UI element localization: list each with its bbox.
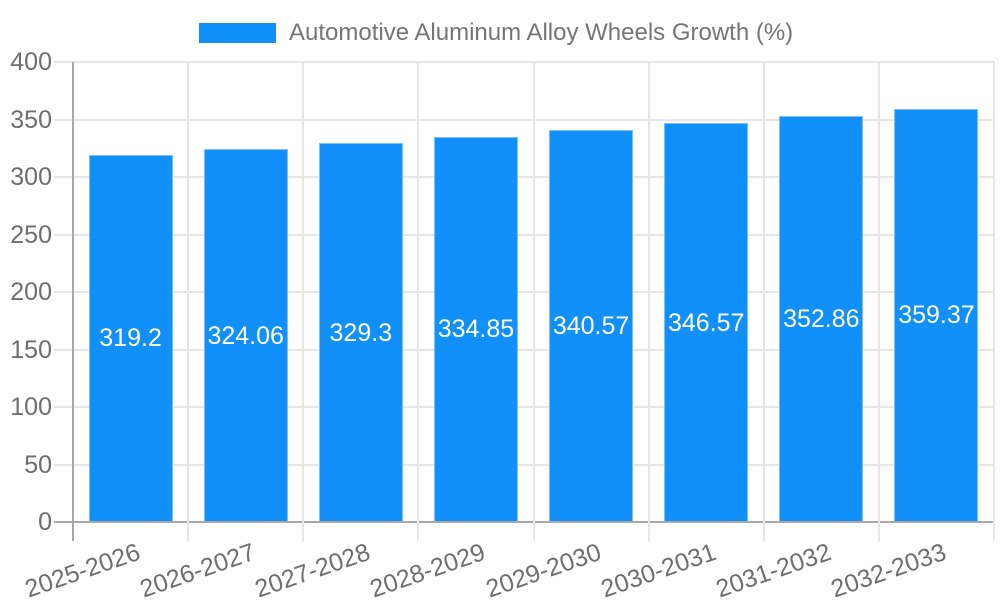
- x-tick-label: 2026-2027: [136, 538, 259, 600]
- bar[interactable]: 346.57: [664, 123, 749, 521]
- bar[interactable]: 334.85: [433, 136, 518, 521]
- y-tick-label: 50: [24, 450, 52, 479]
- x-gridline: [993, 62, 995, 541]
- x-tick-label: 2028-2029: [366, 538, 490, 600]
- y-axis-line: [72, 62, 74, 541]
- x-gridline: [187, 62, 190, 541]
- y-tick-label: 150: [10, 335, 52, 364]
- bar-value-label: 359.37: [898, 301, 975, 330]
- y-gridline: [54, 118, 994, 121]
- x-tick-label: 2025-2026: [21, 538, 144, 600]
- bar[interactable]: 352.86: [779, 116, 864, 521]
- x-gridline: [762, 62, 765, 541]
- x-axis-line: [54, 521, 994, 523]
- x-tick-label: 2031-2032: [712, 538, 835, 600]
- bar-value-label: 346.57: [667, 308, 745, 337]
- x-tick-label: 2032-2033: [827, 538, 950, 600]
- y-tick-label: 200: [10, 278, 52, 306]
- y-gridline: [54, 348, 994, 351]
- bar-value-label: 319.2: [99, 324, 162, 353]
- x-gridline: [647, 62, 650, 541]
- x-gridline: [877, 62, 880, 541]
- legend-label: Automotive Aluminum Alloy Wheels Growth …: [289, 19, 794, 46]
- legend-item[interactable]: Automotive Aluminum Alloy Wheels Growth …: [199, 17, 793, 49]
- bar[interactable]: 319.2: [88, 154, 173, 521]
- y-tick-label: 250: [10, 220, 52, 249]
- y-gridline: [54, 176, 994, 178]
- bar[interactable]: 359.37: [894, 108, 979, 521]
- y-tick-label: 0: [38, 508, 52, 536]
- legend-swatch: [199, 23, 276, 43]
- x-gridline: [302, 62, 305, 541]
- bar-value-label: 324.06: [207, 321, 284, 350]
- y-tick-label: 100: [10, 393, 52, 421]
- y-gridline: [54, 406, 994, 408]
- y-gridline: [54, 291, 994, 293]
- y-tick-label: 350: [10, 105, 52, 134]
- y-tick-label: 300: [10, 163, 52, 191]
- bar[interactable]: 329.3: [318, 143, 403, 521]
- x-tick-label: 2029-2030: [482, 538, 605, 600]
- bar[interactable]: 340.57: [549, 130, 634, 521]
- bar-value-label: 340.57: [552, 312, 630, 341]
- y-gridline: [54, 61, 994, 63]
- bar-value-label: 329.3: [329, 318, 393, 347]
- y-gridline: [54, 233, 994, 236]
- x-gridline: [417, 62, 420, 541]
- y-gridline: [54, 463, 994, 466]
- y-tick-label: 400: [10, 48, 52, 76]
- bar-value-label: 352.86: [783, 305, 860, 334]
- bar[interactable]: 324.06: [203, 149, 288, 521]
- x-tick-label: 2027-2028: [251, 538, 374, 600]
- x-gridline: [532, 62, 535, 541]
- bar-value-label: 334.85: [437, 315, 515, 344]
- x-tick-label: 2030-2031: [597, 538, 720, 600]
